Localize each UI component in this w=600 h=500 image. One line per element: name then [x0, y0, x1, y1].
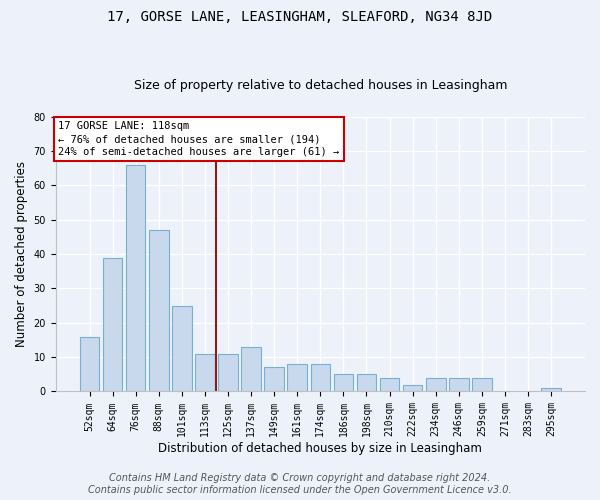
- Bar: [403, 384, 422, 392]
- Y-axis label: Number of detached properties: Number of detached properties: [15, 161, 28, 347]
- Bar: [472, 378, 491, 392]
- Bar: [287, 364, 307, 392]
- Bar: [172, 306, 191, 392]
- Bar: [541, 388, 561, 392]
- Bar: [103, 258, 122, 392]
- Bar: [149, 230, 169, 392]
- Bar: [449, 378, 469, 392]
- Bar: [195, 354, 215, 392]
- Bar: [311, 364, 330, 392]
- Bar: [218, 354, 238, 392]
- Bar: [241, 347, 261, 392]
- Title: Size of property relative to detached houses in Leasingham: Size of property relative to detached ho…: [134, 79, 507, 92]
- Text: 17 GORSE LANE: 118sqm
← 76% of detached houses are smaller (194)
24% of semi-det: 17 GORSE LANE: 118sqm ← 76% of detached …: [58, 121, 340, 158]
- Text: Contains HM Land Registry data © Crown copyright and database right 2024.
Contai: Contains HM Land Registry data © Crown c…: [88, 474, 512, 495]
- Bar: [426, 378, 446, 392]
- Bar: [265, 368, 284, 392]
- Bar: [334, 374, 353, 392]
- Bar: [356, 374, 376, 392]
- Text: 17, GORSE LANE, LEASINGHAM, SLEAFORD, NG34 8JD: 17, GORSE LANE, LEASINGHAM, SLEAFORD, NG…: [107, 10, 493, 24]
- X-axis label: Distribution of detached houses by size in Leasingham: Distribution of detached houses by size …: [158, 442, 482, 455]
- Bar: [80, 336, 100, 392]
- Bar: [380, 378, 400, 392]
- Bar: [126, 165, 145, 392]
